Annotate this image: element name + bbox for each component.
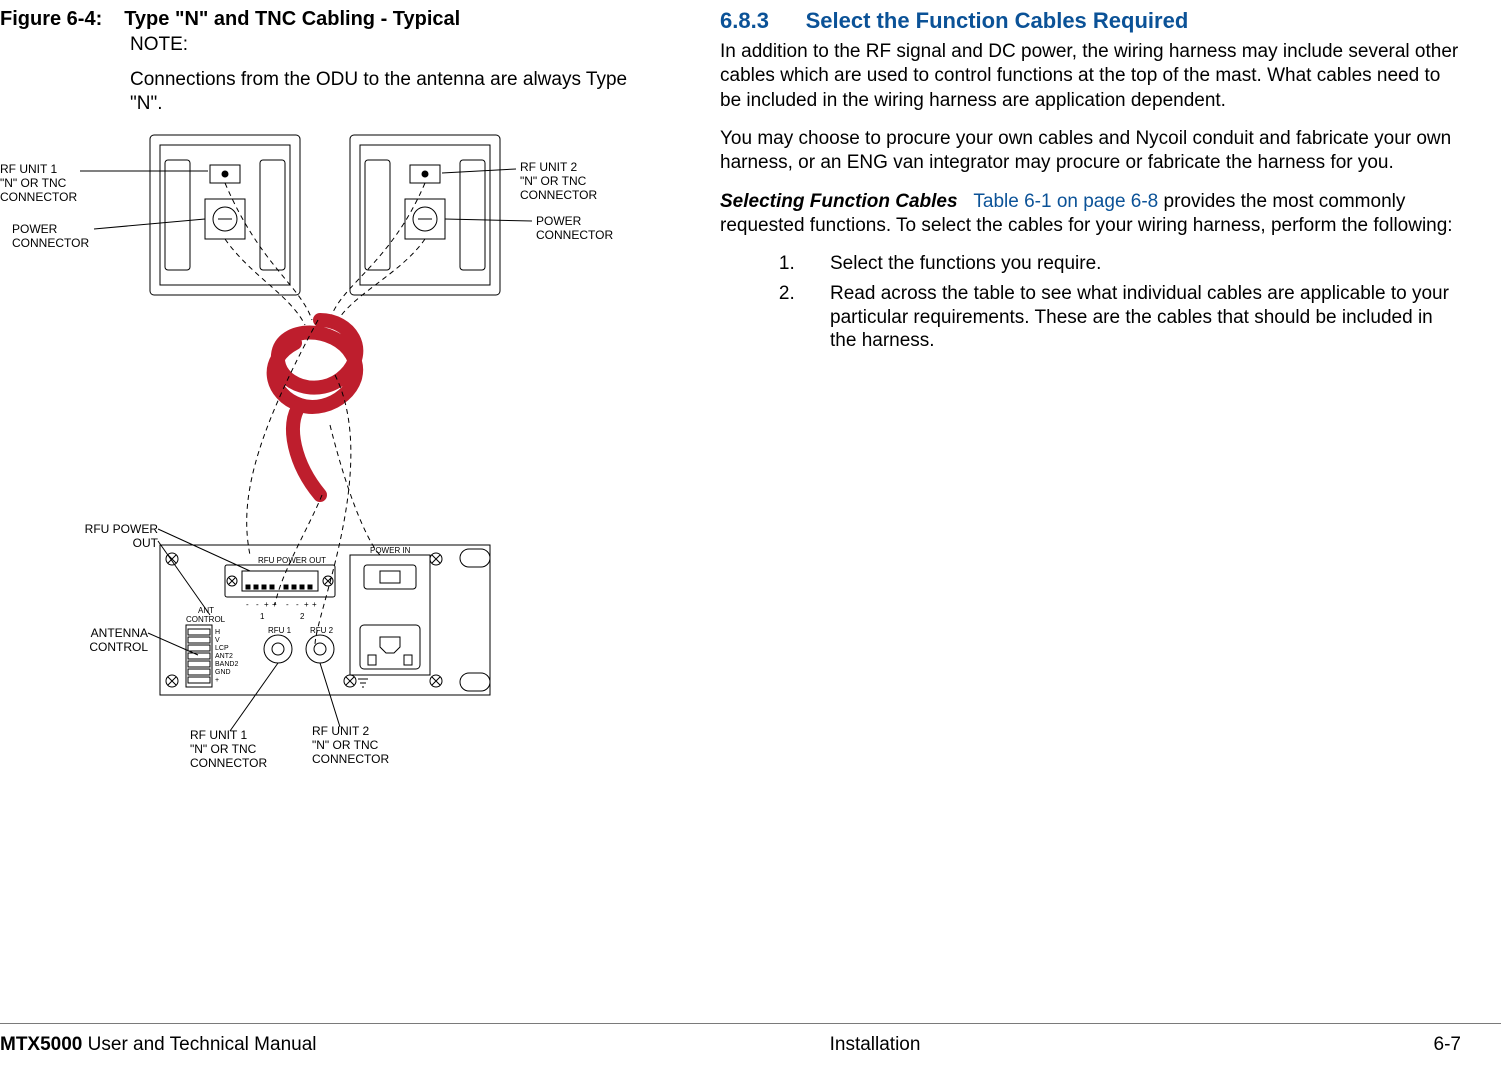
svg-text:ANT2: ANT2 bbox=[215, 653, 233, 660]
section-p1: In addition to the RF signal and DC powe… bbox=[720, 40, 1461, 113]
footer-center: Installation bbox=[830, 1034, 921, 1056]
svg-text:H: H bbox=[215, 629, 220, 636]
svg-text:+: + bbox=[264, 600, 269, 609]
svg-text:1: 1 bbox=[260, 612, 265, 621]
svg-text:BAND2: BAND2 bbox=[215, 661, 238, 668]
panel-control: CONTROL bbox=[186, 615, 226, 624]
cabling-diagram: RF UNIT 1 "N" OR TNC CONNECTOR POWER CON… bbox=[0, 125, 640, 845]
footer-page: 6-7 bbox=[1434, 1034, 1461, 1056]
step-1: Select the functions you require. bbox=[800, 252, 1461, 276]
footer-product: MTX5000 bbox=[0, 1034, 82, 1055]
section-title: Select the Function Cables Required bbox=[806, 8, 1189, 33]
figure-title bbox=[108, 8, 125, 30]
runin-heading: Selecting Function Cables bbox=[720, 191, 958, 212]
figure-title-text: Type "N" and TNC Cabling - Typical bbox=[124, 8, 460, 30]
page-footer: MTX5000 User and Technical Manual Instal… bbox=[0, 1023, 1501, 1056]
section-p2: You may choose to procure your own cable… bbox=[720, 127, 1461, 176]
svg-text:+: + bbox=[215, 677, 219, 684]
section-p3: Selecting Function Cables Table 6-1 on p… bbox=[720, 190, 1461, 239]
svg-text:-: - bbox=[246, 600, 249, 609]
panel-rfu2: RFU 2 bbox=[310, 626, 334, 635]
panel-power-in: POWER IN bbox=[370, 546, 411, 555]
svg-text:V: V bbox=[215, 637, 220, 644]
panel-rfu-power-out: RFU POWER OUT bbox=[258, 556, 326, 565]
note-heading: NOTE: bbox=[130, 33, 640, 58]
svg-text:+: + bbox=[272, 600, 277, 609]
figure-label: Figure 6-4: bbox=[0, 8, 102, 30]
panel-rfu1: RFU 1 bbox=[268, 626, 292, 635]
svg-text:LCP: LCP bbox=[215, 645, 229, 652]
note-text: Connections from the ODU to the antenna … bbox=[130, 68, 640, 117]
svg-text:+: + bbox=[312, 600, 317, 609]
table-link[interactable]: Table 6-1 on page 6-8 bbox=[973, 191, 1158, 212]
svg-text:-: - bbox=[256, 600, 259, 609]
svg-text:GND: GND bbox=[215, 669, 231, 676]
footer-doc: User and Technical Manual bbox=[82, 1034, 316, 1055]
svg-text:-: - bbox=[286, 600, 289, 609]
svg-text:-: - bbox=[296, 600, 299, 609]
svg-text:+: + bbox=[304, 600, 309, 609]
step-2: Read across the table to see what indivi… bbox=[800, 282, 1461, 353]
svg-text:2: 2 bbox=[300, 612, 305, 621]
steps-list: Select the functions you require. Read a… bbox=[800, 252, 1461, 353]
panel-ant: ANT bbox=[198, 606, 214, 615]
section-number: 6.8.3 bbox=[720, 8, 769, 33]
